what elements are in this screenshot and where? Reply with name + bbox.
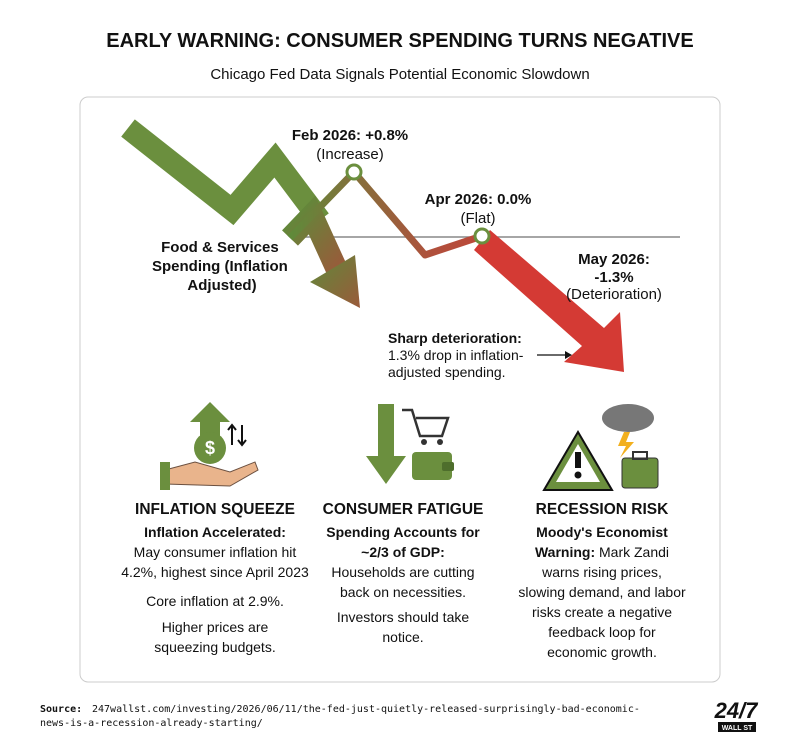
source-url: 247wallst.com/investing/2026/06/11/the-f… [92, 704, 640, 715]
svg-text:$: $ [205, 438, 215, 458]
point-label: May 2026: [578, 251, 650, 268]
panel-body: warns rising prices, [541, 564, 662, 580]
panel-lead: Warning: [535, 544, 595, 560]
series-label: Food & Services Spending (Inflation Adju… [152, 239, 292, 294]
panel-title: INFLATION SQUEEZE [135, 501, 295, 518]
panel-line: Warning: Mark Zandi [535, 544, 669, 560]
panel-title: RECESSION RISK [536, 501, 669, 518]
callout-line: adjusted spending. [388, 364, 506, 380]
point-note: (Deterioration) [566, 286, 662, 303]
red-arrow [474, 230, 624, 372]
point-note: (Flat) [461, 210, 496, 227]
panel-body: notice. [382, 629, 423, 645]
panel-title: CONSUMER FATIGUE [323, 501, 484, 518]
panel-body: Mark Zandi [599, 544, 669, 560]
apr-point [473, 227, 491, 245]
panel-body: Core inflation at 2.9%. [146, 593, 284, 609]
point-label: Feb 2026: +0.8% [292, 127, 408, 144]
logo-sub: WALL ST [722, 725, 753, 732]
panel-body: feedback loop for [548, 624, 656, 640]
panel-lead: Spending Accounts for [326, 524, 480, 540]
logo-bar [718, 722, 756, 732]
feb-point [345, 163, 363, 181]
panel-body: squeezing budgets. [154, 639, 275, 655]
fatigue-icon [366, 404, 454, 484]
panel-body: Higher prices are [162, 619, 269, 635]
callout-line: 1.3% drop in inflation- [388, 347, 524, 363]
panel-body: economic growth. [547, 644, 657, 660]
label-line: Food & Services [161, 239, 279, 256]
point-note: (Increase) [316, 146, 384, 163]
card [79, 96, 721, 683]
down-arrowhead [310, 255, 360, 308]
point-label: -1.3% [594, 269, 633, 286]
panel-lead: Inflation Accelerated: [144, 524, 286, 540]
source-label: Source: [40, 704, 82, 715]
callout-arrowhead [565, 351, 572, 359]
panel-body: Investors should take [337, 609, 470, 625]
subtitle: Chicago Fed Data Signals Potential Econo… [210, 66, 589, 83]
inflation-icon: $ [160, 402, 259, 490]
callout-title: Sharp deterioration: [388, 330, 522, 346]
panel-lead: ~2/3 of GDP: [361, 544, 445, 560]
logo: 24/7 [714, 698, 760, 723]
panel-body: Households are cutting [331, 564, 474, 580]
panel-body: 4.2%, highest since April 2023 [121, 564, 309, 580]
panel-body: risks create a negative [532, 604, 672, 620]
panel-body: slowing demand, and labor [518, 584, 686, 600]
title: EARLY WARNING: CONSUMER SPENDING TURNS N… [106, 30, 693, 52]
panel-body: back on necessities. [340, 584, 466, 600]
label-line: Adjusted) [187, 277, 256, 294]
point-label: Apr 2026: 0.0% [425, 191, 532, 208]
label-line: Spending (Inflation [152, 258, 288, 275]
recession-icon [542, 404, 659, 491]
source-url: news-is-a-recession-already-starting/ [40, 718, 263, 729]
green-arrow [121, 119, 329, 227]
panel-body: May consumer inflation hit [134, 544, 297, 560]
panel-lead: Moody's Economist [536, 524, 668, 540]
